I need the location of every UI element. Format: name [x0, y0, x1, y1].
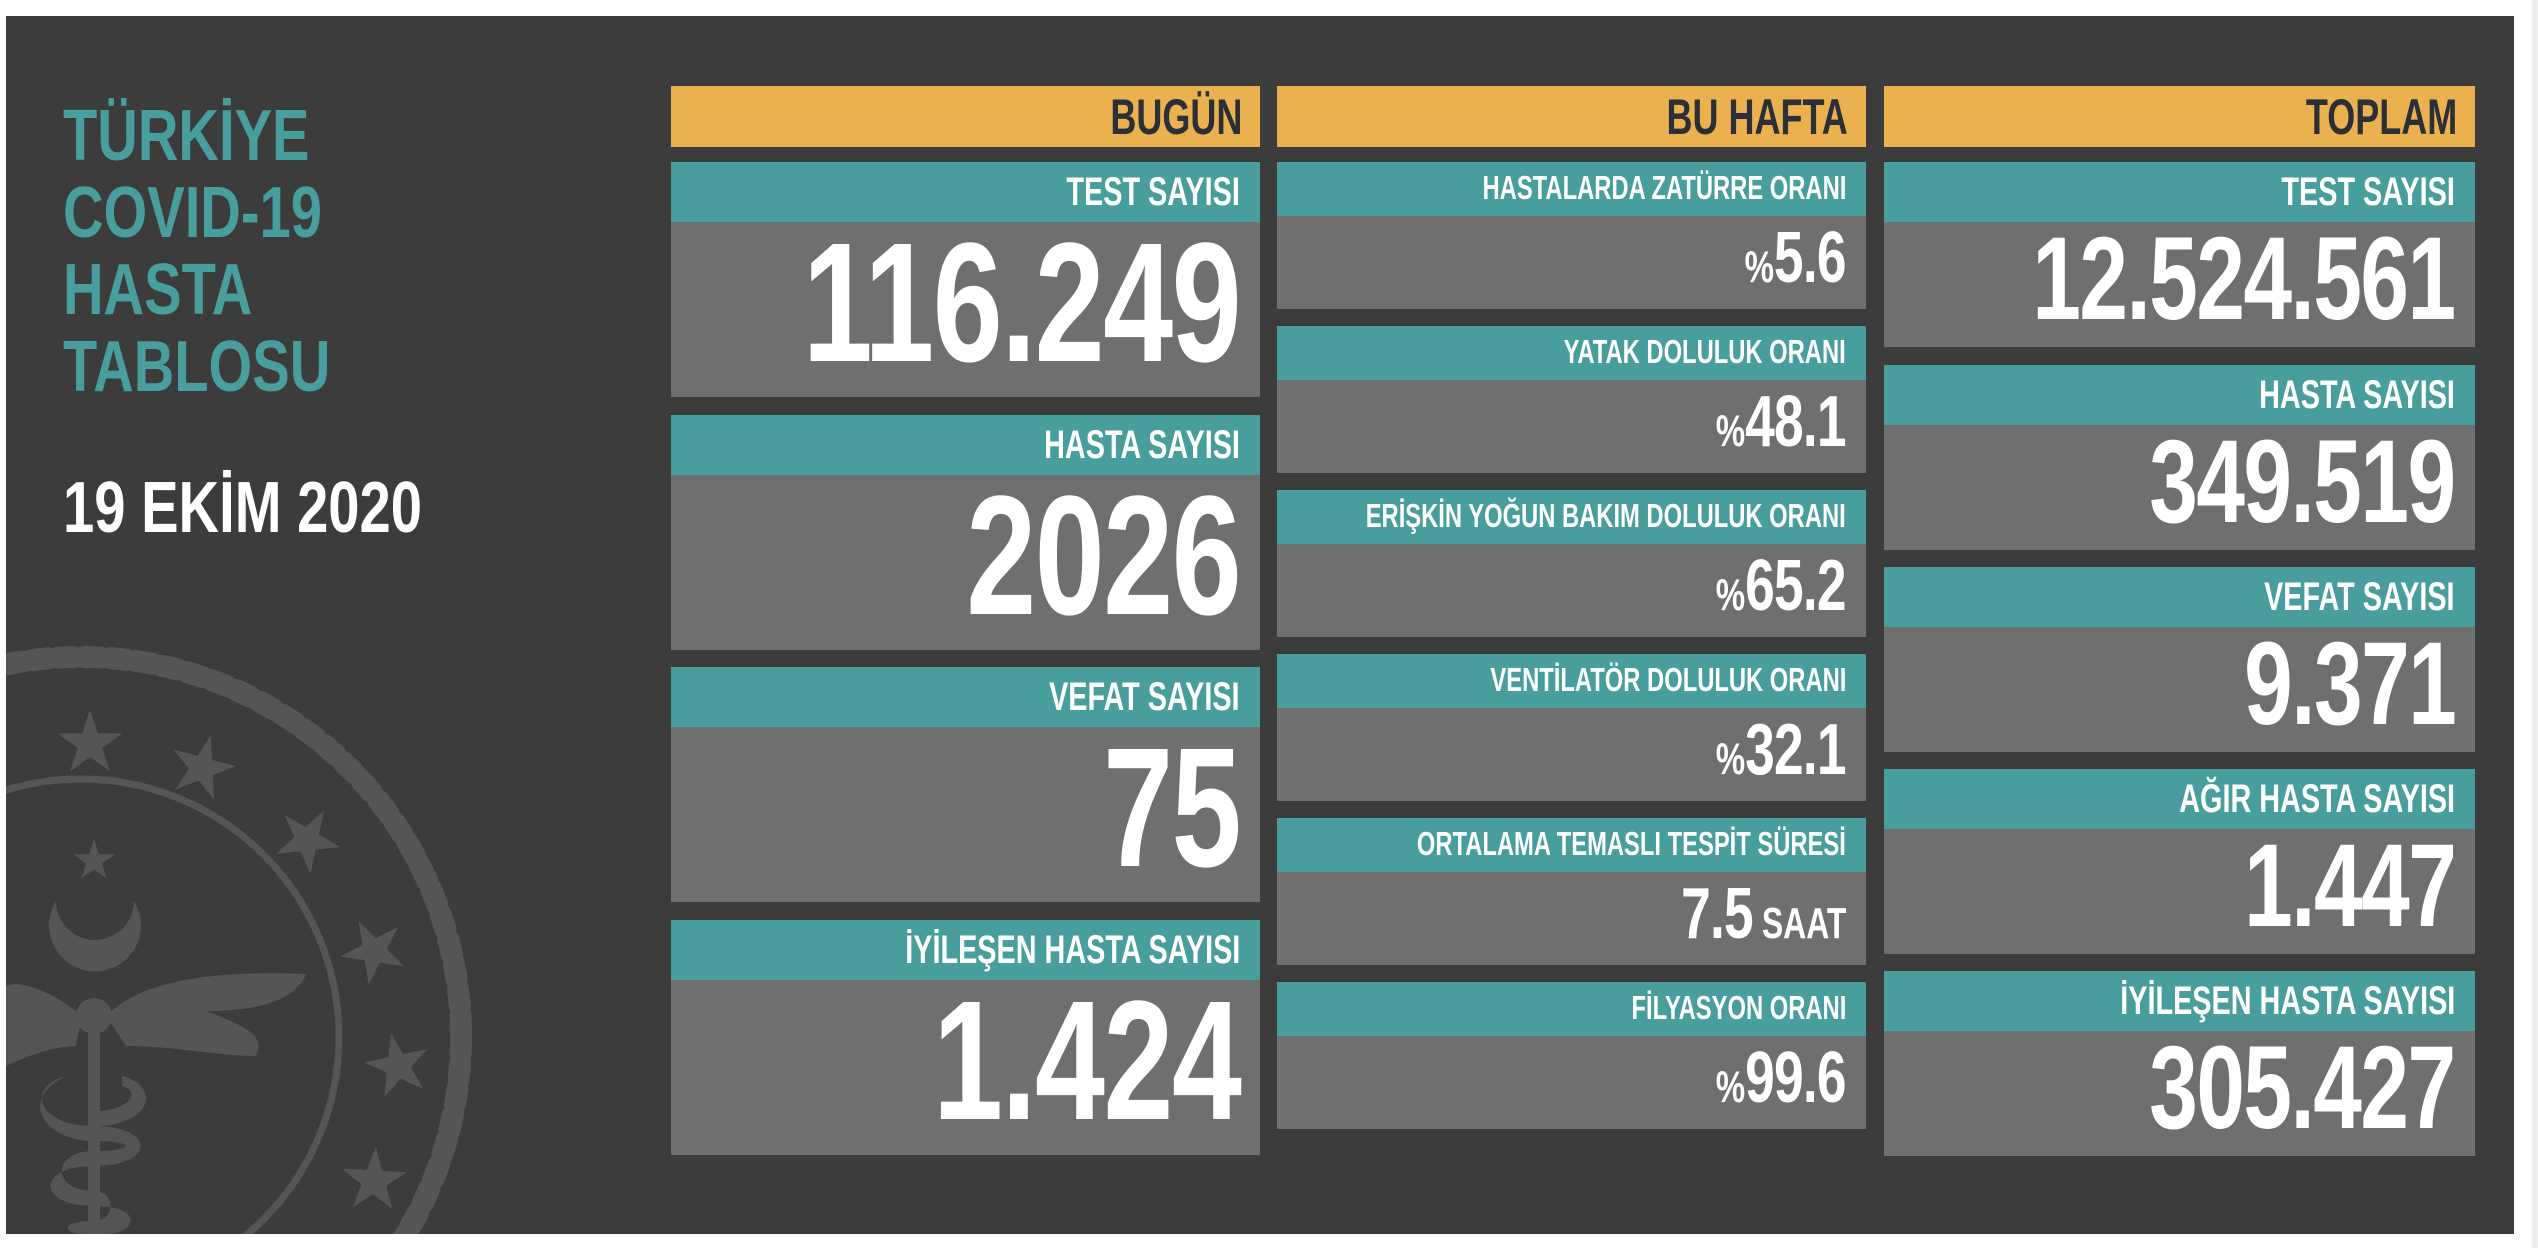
percent-sign: % — [1715, 407, 1746, 456]
stat-caption: VEFAT SAYISI — [1884, 567, 2475, 627]
title-line: TABLOSU — [63, 327, 331, 407]
stat-caption: İYİLEŞEN HASTA SAYISI — [1884, 971, 2475, 1031]
stat-value: 2026 — [966, 461, 1241, 651]
stat-value-box: 1.447 — [1884, 820, 2475, 954]
percent-sign: % — [1715, 735, 1746, 784]
stat-label: HASTA SAYISI — [2259, 373, 2455, 417]
stat-value: 1.424 — [932, 966, 1242, 1156]
stat-value: %65.2 — [1715, 550, 1847, 632]
report-date: 19 EKİM 2020 — [63, 468, 423, 548]
stat-caption: HASTALARDA ZATÜRRE ORANI — [1277, 162, 1866, 216]
stat-value-box: 1.424 — [671, 976, 1260, 1155]
stat-caption: VEFAT SAYISI — [671, 667, 1260, 727]
stat-caption: TEST SAYISI — [1884, 162, 2475, 222]
stat-caption: ORTALAMA TEMASLI TESPİT SÜRESİ — [1277, 818, 1866, 872]
stat-caption: HASTA SAYISI — [671, 415, 1260, 475]
stat-value-box: 305.427 — [1884, 1022, 2475, 1156]
stat-label: AĞIR HASTA SAYISI — [2179, 777, 2455, 821]
page-title: TÜRKİYE COVID-19 HASTA TABLOSU — [63, 98, 330, 406]
title-line: HASTA — [63, 250, 253, 330]
stat-label: TEST SAYISI — [2281, 170, 2455, 214]
stat-label: TEST SAYISI — [1066, 170, 1240, 214]
covid-dashboard-panel: TÜRKİYE COVID-19 HASTA TABLOSU 19 EKİM 2… — [6, 16, 2514, 1234]
stat-label: HASTALARDA ZATÜRRE ORANI — [1482, 169, 1846, 206]
stat-value-box: %99.6 — [1277, 1036, 1866, 1129]
column-header-label: BUGÜN — [1110, 89, 1242, 145]
stat-value: %5.6 — [1744, 222, 1847, 304]
stat-caption: HASTA SAYISI — [1884, 365, 2475, 425]
page-edge-strip — [2532, 0, 2538, 1248]
percent-sign: % — [1715, 571, 1746, 620]
percent-sign: % — [1715, 1063, 1746, 1112]
stat-label: VEFAT SAYISI — [2264, 575, 2455, 619]
column-header-today: BUGÜN — [671, 86, 1260, 147]
stat-value: 349.519 — [2149, 416, 2457, 548]
stat-value-box: 2026 — [671, 471, 1260, 650]
stat-label: ORTALAMA TEMASLI TESPİT SÜRESİ — [1416, 825, 1846, 862]
column-this-week: BU HAFTA HASTALARDA ZATÜRRE ORANI %5.6 Y… — [1277, 86, 1866, 1166]
column-header-total: TOPLAM — [1884, 86, 2475, 147]
stat-number: 48.1 — [1745, 382, 1846, 462]
stat-number: 7.5 — [1680, 874, 1754, 954]
stat-value: 9.371 — [2243, 618, 2457, 750]
column-today: BUGÜN TEST SAYISI 116.249 HASTA SAYISI 2… — [671, 86, 1260, 1166]
stat-value: 116.249 — [802, 208, 1242, 398]
column-header-label: TOPLAM — [2305, 89, 2457, 145]
stat-value: %48.1 — [1715, 386, 1847, 468]
stat-caption: AĞIR HASTA SAYISI — [1884, 769, 2475, 829]
stat-number: 99.6 — [1745, 1038, 1846, 1118]
stat-value-box: 12.524.561 — [1884, 213, 2475, 347]
stat-value-box: %48.1 — [1277, 380, 1866, 473]
stat-caption: YATAK DOLULUK ORANI — [1277, 326, 1866, 380]
column-total: TOPLAM TEST SAYISI 12.524.561 HASTA SAYI… — [1884, 86, 2475, 1166]
stat-value-box: 349.519 — [1884, 416, 2475, 550]
stat-value-box: 116.249 — [671, 218, 1260, 397]
stat-caption: VENTİLATÖR DOLULUK ORANI — [1277, 654, 1866, 708]
stat-label: VEFAT SAYISI — [1049, 675, 1240, 719]
stat-number: 5.6 — [1774, 218, 1847, 298]
title-line: COVID-19 — [63, 173, 323, 253]
stat-number: 32.1 — [1745, 710, 1846, 790]
stat-value: 75 — [1103, 713, 1241, 903]
stat-value: %32.1 — [1715, 714, 1847, 796]
stat-label: FİLYASYON ORANI — [1631, 989, 1846, 1026]
stat-value-box: 9.371 — [1884, 618, 2475, 752]
stat-number: 65.2 — [1745, 546, 1846, 626]
stat-caption: ERİŞKİN YOĞUN BAKIM DOLULUK ORANI — [1277, 490, 1866, 544]
stat-value: 12.524.561 — [2032, 213, 2457, 345]
stat-value-box: 7.5 SAAT — [1277, 872, 1866, 965]
percent-sign: % — [1744, 243, 1775, 292]
stat-value: %99.6 — [1715, 1042, 1847, 1124]
stat-value-box: %65.2 — [1277, 544, 1866, 637]
stat-value-box: %5.6 — [1277, 216, 1866, 309]
stat-caption: İYİLEŞEN HASTA SAYISI — [671, 920, 1260, 980]
stat-value: 305.427 — [2149, 1022, 2457, 1154]
column-header-this-week: BU HAFTA — [1277, 86, 1866, 147]
title-line: TÜRKİYE — [63, 96, 310, 176]
stat-label: İYİLEŞEN HASTA SAYISI — [904, 928, 1240, 972]
stat-label: HASTA SAYISI — [1044, 423, 1240, 467]
column-header-label: BU HAFTA — [1666, 89, 1848, 145]
stat-label: YATAK DOLULUK ORANI — [1563, 333, 1846, 370]
stat-value-box: 75 — [671, 723, 1260, 902]
stat-value: 7.5 SAAT — [1681, 878, 1846, 960]
stat-label: ERİŞKİN YOĞUN BAKIM DOLULUK ORANI — [1365, 497, 1846, 534]
stat-caption: TEST SAYISI — [671, 162, 1260, 222]
stat-value-box: %32.1 — [1277, 708, 1866, 801]
stat-label: VENTİLATÖR DOLULUK ORANI — [1490, 661, 1846, 698]
stat-value: 1.447 — [2243, 820, 2457, 952]
unit-label: SAAT — [1752, 900, 1846, 948]
stat-caption: FİLYASYON ORANI — [1277, 982, 1866, 1036]
stat-label: İYİLEŞEN HASTA SAYISI — [2119, 979, 2455, 1023]
